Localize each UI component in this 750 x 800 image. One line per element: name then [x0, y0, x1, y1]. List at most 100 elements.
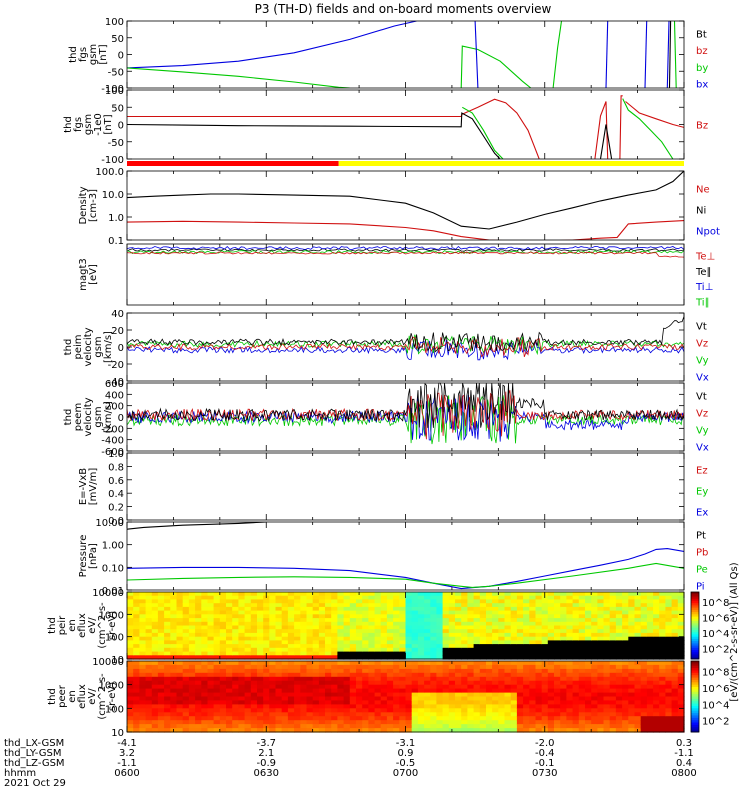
spectrogram-cell	[653, 640, 660, 645]
spectrogram-cell	[572, 664, 580, 670]
spectrogram-cell	[665, 676, 673, 682]
spectrogram-cell	[411, 610, 419, 615]
spectrogram-cell	[541, 712, 549, 717]
spectrogram-cell	[424, 603, 431, 608]
spectrogram-cell	[510, 700, 518, 705]
spectrogram-cell	[560, 712, 567, 717]
colorbar-cell	[691, 691, 699, 695]
y-tick-label: -100	[101, 155, 124, 166]
x-tick-label: -4.1	[117, 738, 137, 749]
spectrogram-cell	[578, 692, 586, 698]
spectrogram-cell	[213, 636, 221, 641]
spectrogram-cell	[157, 618, 165, 623]
spectrogram-cell	[498, 629, 506, 634]
spectrogram-cell	[139, 672, 147, 678]
spectrogram-cell	[585, 676, 592, 682]
spectrogram-cell	[219, 688, 227, 694]
spectrogram-cell	[560, 625, 567, 630]
spectrogram-cell	[188, 621, 196, 627]
spectrogram-cell	[492, 728, 499, 733]
spectrogram-cell	[244, 655, 252, 660]
spectrogram-cell	[591, 700, 598, 705]
spectrogram-cell	[442, 644, 450, 649]
spectrogram-cell	[430, 661, 438, 666]
spectrogram-cell	[182, 640, 190, 645]
spectrogram-cell	[646, 661, 654, 666]
spectrogram-cell	[417, 692, 425, 698]
spectrogram-cell	[269, 595, 277, 600]
spectrogram-cell	[176, 720, 184, 725]
spectrogram-cell	[585, 668, 592, 674]
spectrogram-cell	[461, 688, 468, 694]
spectrogram-cell	[585, 644, 592, 649]
spectrogram-cell	[634, 640, 642, 645]
spectrogram-cell	[386, 640, 394, 645]
spectrogram-cell	[244, 629, 252, 634]
spectrogram-cell	[250, 661, 258, 666]
spectrogram-cell	[504, 621, 512, 627]
series-line-pressure-2	[127, 562, 684, 588]
spectrogram-cell	[195, 672, 202, 678]
spectrogram-cell	[362, 625, 369, 630]
spectrogram-cell	[182, 629, 190, 634]
spectrogram-cell	[207, 676, 215, 682]
colorbar-cell	[691, 698, 699, 702]
spectrogram-cell	[287, 621, 295, 627]
spectrogram-cell	[455, 610, 462, 615]
spectrogram-cell	[646, 606, 654, 612]
spectrogram-cell	[362, 676, 369, 682]
spectrogram-cell	[318, 629, 326, 634]
spectrogram-cell	[541, 680, 549, 686]
spectrogram-cell	[312, 728, 320, 733]
spectrogram-cell	[529, 621, 537, 627]
spectrogram-cell	[516, 636, 524, 641]
spectrogram-cell	[572, 708, 580, 713]
spectrogram-cell	[170, 708, 178, 713]
spectrogram-cell	[195, 595, 202, 600]
spectrogram-cell	[232, 684, 239, 690]
y-axis-label: gsm	[93, 336, 104, 357]
spectrogram-cell	[257, 708, 264, 713]
spectrogram-cell	[269, 640, 277, 645]
spectrogram-cell	[411, 592, 419, 597]
spectrogram-cell	[257, 618, 264, 623]
spectrogram-cell	[566, 644, 574, 649]
spectrogram-cell	[331, 647, 338, 653]
spectrogram-cell	[653, 606, 660, 612]
spectrogram-cell	[504, 728, 512, 733]
colorbar-tick-label: 10^4	[702, 700, 729, 711]
spectrogram-cell	[417, 668, 425, 674]
spectrogram-cell	[473, 680, 481, 686]
spectrogram-cell	[213, 724, 221, 729]
spectrogram-cell	[318, 672, 326, 678]
spectrogram-cell	[578, 618, 586, 623]
spectrogram-cell	[219, 728, 227, 733]
spectrogram-cell	[554, 647, 561, 653]
spectrogram-cell	[325, 647, 332, 653]
spectrogram-cell	[523, 603, 530, 608]
series-line-fgs_gsm-8	[668, 21, 672, 88]
spectrogram-cell	[393, 592, 400, 597]
spectrogram-cell	[250, 708, 258, 713]
spectrogram-cell	[201, 603, 209, 608]
spectrogram-cell	[362, 599, 369, 604]
spectrogram-cell	[585, 684, 592, 690]
spectrogram-cell	[164, 614, 171, 619]
spectrogram-cell	[368, 595, 376, 600]
spectrogram-cell	[479, 595, 487, 600]
spectrogram-cell	[325, 708, 332, 713]
legend-Vz: Vz	[696, 409, 708, 420]
spectrogram-cell	[541, 603, 549, 608]
spectrogram-cell	[294, 684, 301, 690]
spectrogram-cell	[591, 595, 598, 600]
spectrogram-cell	[188, 704, 196, 709]
spectrogram-cell	[628, 704, 636, 709]
spectrogram-cell	[615, 684, 623, 690]
spectrogram-cell	[665, 614, 673, 619]
spectrogram-cell	[281, 640, 289, 645]
spectrogram-cell	[486, 664, 493, 670]
spectrogram-cell	[671, 716, 679, 721]
spectrogram-cell	[207, 661, 215, 666]
y-axis-label: gsm	[88, 44, 99, 65]
spectrogram-cell	[510, 614, 518, 619]
